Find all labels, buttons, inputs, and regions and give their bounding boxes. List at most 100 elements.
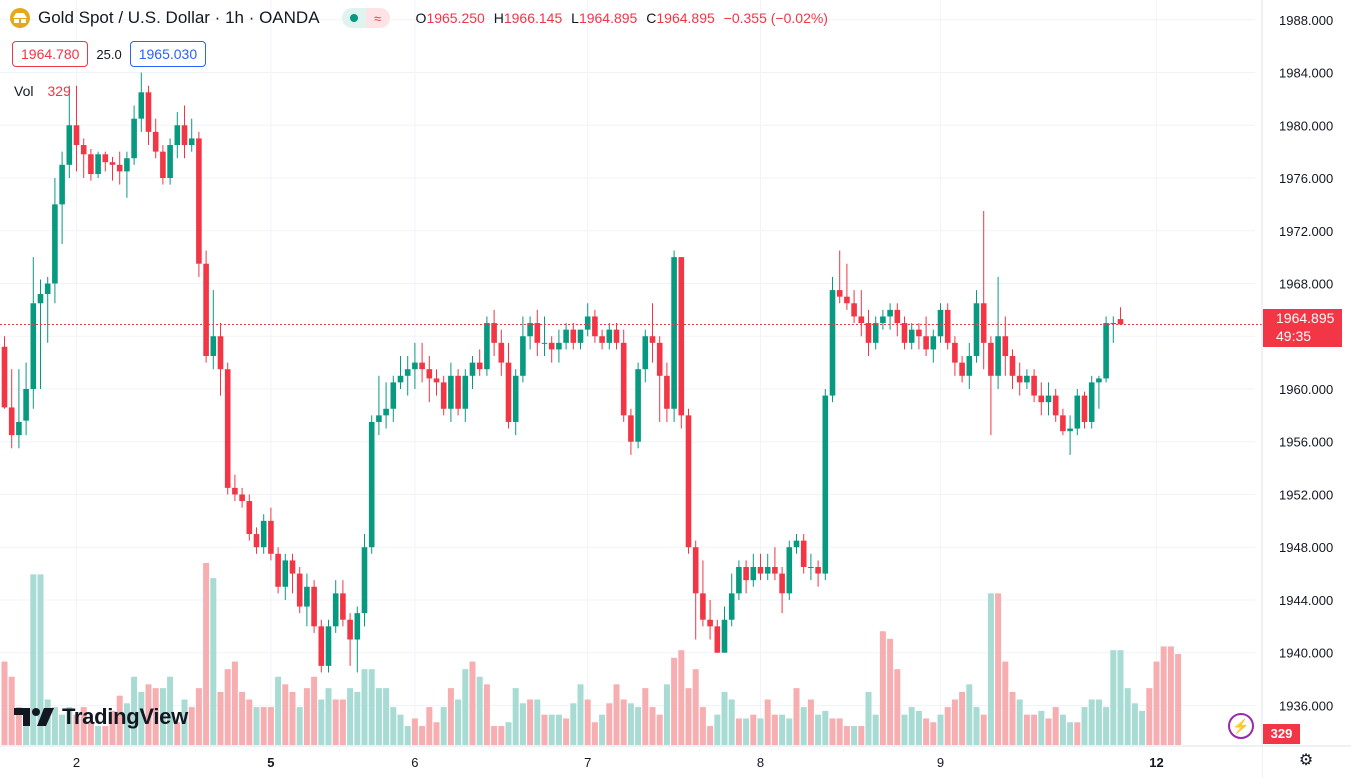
- time-tick-label: 5: [267, 755, 274, 770]
- volume-bar: [973, 707, 980, 745]
- sell-button[interactable]: 1964.780: [12, 41, 89, 67]
- volume-bar: [807, 699, 814, 745]
- brand-name: TradingView: [62, 704, 188, 729]
- volume-bar: [1095, 699, 1102, 745]
- volume-bar: [253, 707, 260, 745]
- volume-bar: [87, 722, 94, 745]
- volume-bar: [980, 714, 987, 745]
- candle-body: [296, 573, 303, 607]
- candle-body: [188, 138, 195, 146]
- volume-bar: [275, 676, 282, 745]
- candle-body: [649, 336, 656, 343]
- candle-body: [664, 375, 670, 409]
- candle-body: [995, 336, 1001, 376]
- volume-bar: [620, 699, 627, 745]
- volume-bar: [383, 688, 390, 745]
- volume-bar: [419, 726, 426, 745]
- volume-bar: [527, 699, 534, 745]
- candle-body: [52, 204, 58, 284]
- volume-bar: [354, 691, 361, 745]
- candle-body: [988, 342, 994, 376]
- candle-body: [692, 547, 699, 594]
- time-tick-label: 2: [73, 755, 80, 770]
- volume-bar: [678, 650, 685, 745]
- candle-body: [491, 323, 497, 343]
- lightning-icon[interactable]: ⚡: [1228, 713, 1254, 739]
- candle-body: [347, 619, 353, 640]
- volume-bar: [1, 661, 8, 745]
- volume-bar: [757, 718, 764, 745]
- candle-body: [433, 378, 440, 383]
- candle-body: [1, 346, 8, 408]
- volume-bar: [951, 699, 958, 745]
- candle-body: [865, 323, 872, 343]
- volume-bar: [851, 726, 858, 745]
- volume-bar: [1153, 661, 1160, 745]
- candle-body: [772, 566, 778, 574]
- buy-button[interactable]: 1965.030: [129, 41, 207, 67]
- price-tick-label: 1972.000: [1279, 224, 1333, 239]
- time-tick-label: 8: [757, 755, 764, 770]
- volume-label: Vol: [14, 83, 34, 99]
- candle-body: [340, 593, 346, 620]
- last-price-value: 1964.895: [1276, 310, 1335, 326]
- volume-bar: [915, 710, 922, 745]
- volume-bar: [512, 688, 519, 745]
- volume-bar: [613, 684, 620, 745]
- candle-body: [462, 375, 469, 409]
- time-tick-label: 9: [937, 755, 944, 770]
- candle-body: [1088, 382, 1095, 422]
- volume-bar: [303, 688, 310, 745]
- close-key: C: [646, 10, 657, 26]
- candle-body: [426, 369, 433, 379]
- volume-bar: [728, 699, 735, 745]
- volume-bar: [642, 688, 649, 745]
- candle-body: [815, 566, 821, 574]
- candle-body: [325, 626, 332, 666]
- candle-body: [858, 316, 865, 324]
- volume-bar: [865, 691, 872, 745]
- symbol-title[interactable]: Gold Spot / U.S. Dollar · 1h · OANDA: [38, 8, 320, 27]
- volume-bar: [195, 688, 202, 745]
- volume-bar: [1067, 722, 1074, 745]
- candle-body: [872, 323, 879, 343]
- tradingview-logo[interactable]: TradingView: [14, 704, 188, 730]
- volume-bar: [131, 676, 138, 745]
- candle-body: [30, 303, 37, 389]
- volume-bar: [498, 726, 505, 745]
- candle-body: [743, 566, 749, 581]
- candle-body: [505, 362, 512, 422]
- price-tick-label: 1984.000: [1279, 66, 1333, 81]
- candle-body: [332, 593, 339, 627]
- last-price-tag: 1964.895 49:35: [1263, 309, 1342, 347]
- candle-body: [656, 342, 663, 376]
- volume-bar: [599, 714, 606, 745]
- volume-bar: [858, 726, 865, 745]
- candle-body: [368, 421, 375, 548]
- candle-body: [109, 162, 116, 165]
- candle-body: [822, 395, 829, 574]
- volume-bar: [231, 661, 238, 745]
- candle-body: [1016, 375, 1023, 383]
- low-value: 1964.895: [578, 10, 638, 26]
- candle-body: [980, 303, 987, 343]
- candle-body: [152, 131, 159, 152]
- candle-body: [1024, 375, 1030, 383]
- settings-icon[interactable]: ⚙: [1298, 752, 1314, 769]
- candle-body: [275, 553, 281, 587]
- volume-bar: [764, 699, 771, 745]
- volume-bar: [829, 718, 836, 745]
- volume-bar: [1110, 650, 1117, 745]
- candle-body: [800, 540, 807, 567]
- price-axis: 1988.000 1984.000 1980.000 1976.000 1972.000…: [1261, 0, 1351, 778]
- candle-body: [390, 382, 397, 409]
- market-status-pill[interactable]: ≈: [341, 8, 390, 28]
- candle-body: [224, 369, 231, 488]
- candle-body: [1096, 378, 1102, 383]
- candle-body: [44, 283, 51, 295]
- volume-bar: [188, 707, 195, 745]
- volume-bar: [505, 722, 512, 745]
- volume-bar: [447, 688, 454, 745]
- volume-bar: [1038, 710, 1045, 745]
